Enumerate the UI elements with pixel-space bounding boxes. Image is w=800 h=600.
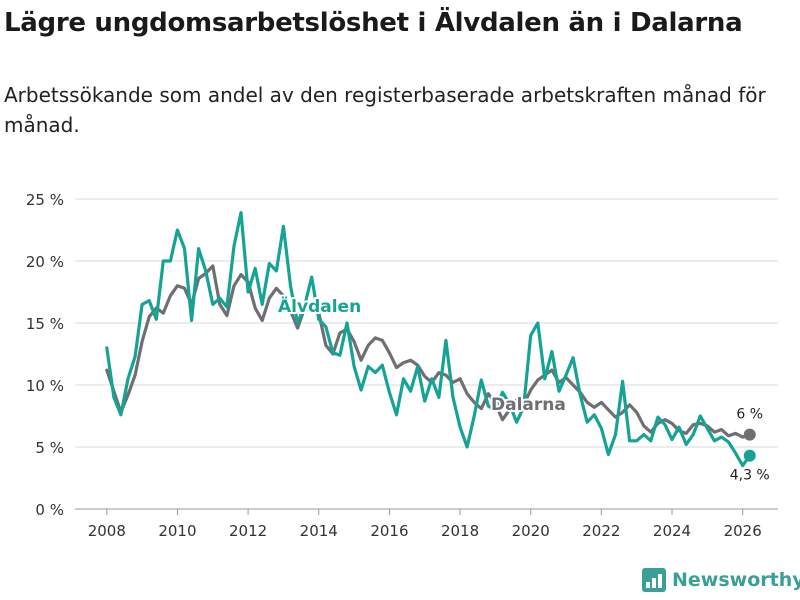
chart-subtitle: Arbetssökande som andel av den registerb…: [4, 83, 766, 137]
end-label-alvdalen: 4,3 %: [730, 468, 770, 484]
y-tick-label: 5 %: [35, 439, 64, 457]
y-tick-label: 25 %: [26, 191, 64, 209]
series-line-dalarna: [105, 264, 752, 439]
series-labels: Älvdalen Dalarna 6 % 4,3 %: [276, 293, 772, 486]
end-point-alvdalen: [743, 449, 756, 462]
series-label-dalarna: Dalarna: [491, 395, 566, 415]
x-tick-label: 2008: [88, 522, 126, 540]
newsworthy-logo: Newsworthy: [642, 568, 800, 592]
end-point-dalarna: [743, 428, 756, 441]
x-tick-label: 2026: [724, 522, 762, 540]
x-tick-label: 2014: [300, 522, 338, 540]
x-tick-label: 2020: [512, 522, 550, 540]
x-tick-label: 2022: [582, 522, 620, 540]
x-tick-label: 2018: [441, 522, 479, 540]
series-lines: [105, 211, 756, 468]
x-tick-label: 2012: [229, 522, 267, 540]
x-tick-label: 2024: [653, 522, 691, 540]
y-tick-label: 10 %: [26, 377, 64, 395]
grid-lines: [75, 198, 778, 510]
axes: 0 % 5 % 10 % 15 % 20 % 25 % 2008 2010 2012 2014 20…: [26, 191, 762, 540]
end-label-dalarna: 6 %: [736, 407, 763, 423]
x-tick-label: 2010: [158, 522, 196, 540]
series-label-alvdalen: Älvdalen: [278, 295, 361, 317]
y-tick-label: 20 %: [26, 253, 64, 271]
bar-chart-icon: [642, 568, 666, 592]
chart-title: Lägre ungdomsarbetslöshet i Älvdalen än …: [4, 8, 743, 38]
x-tick-label: 2016: [370, 522, 408, 540]
y-tick-label: 15 %: [26, 315, 64, 333]
brand-name: Newsworthy: [672, 569, 800, 591]
y-tick-label: 0 %: [35, 501, 64, 519]
series-line-alvdalen: [105, 211, 752, 468]
